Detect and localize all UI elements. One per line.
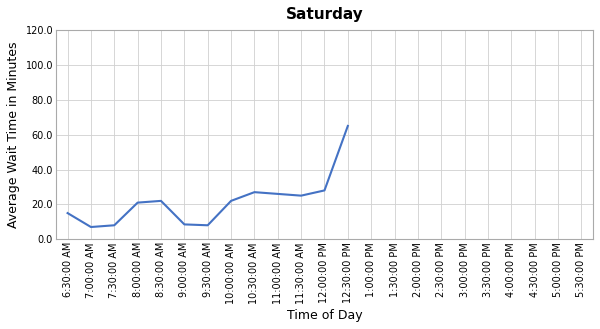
Y-axis label: Average Wait Time in Minutes: Average Wait Time in Minutes [7,41,20,228]
Title: Saturday: Saturday [286,7,364,22]
X-axis label: Time of Day: Time of Day [287,309,362,322]
